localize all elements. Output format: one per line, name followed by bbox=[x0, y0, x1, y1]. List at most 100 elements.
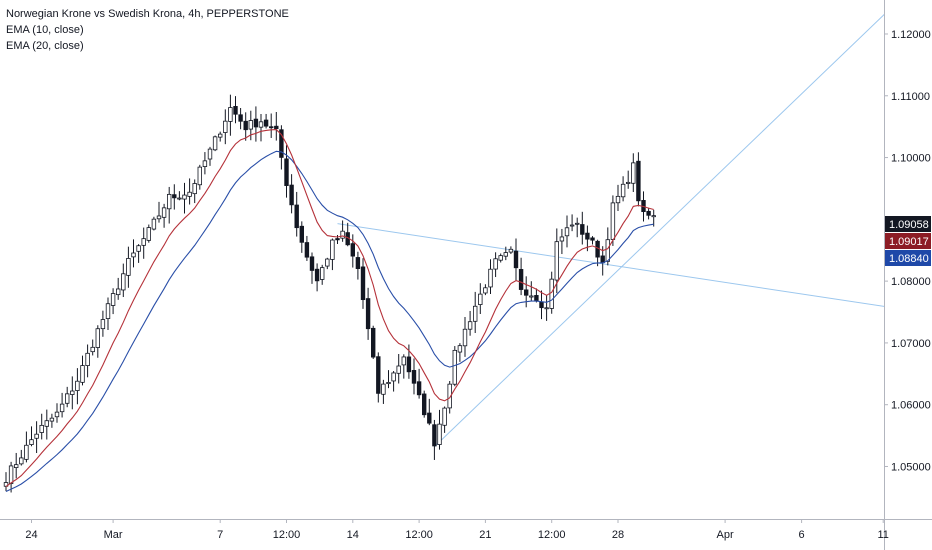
candle-24 bbox=[126, 246, 131, 288]
candle-body bbox=[121, 273, 126, 291]
candle-75 bbox=[386, 370, 391, 389]
candle-46 bbox=[238, 108, 243, 130]
candle-body bbox=[330, 239, 335, 260]
candle-body bbox=[172, 194, 177, 199]
candle-body bbox=[447, 383, 452, 409]
candle-47 bbox=[243, 112, 248, 141]
price-badge-label: 1.08840 bbox=[889, 253, 929, 265]
candle-35 bbox=[182, 182, 187, 214]
candle-body bbox=[65, 393, 70, 404]
time-axis[interactable]: 24 Mar 7 12:00 14 12:00 21 12:00 28 Apr 6 11 bbox=[0, 519, 932, 541]
candle-body bbox=[90, 346, 95, 353]
candle-52 bbox=[268, 113, 274, 138]
candle-69 bbox=[355, 251, 361, 280]
candle-63 bbox=[325, 257, 330, 270]
candle-body bbox=[503, 252, 508, 257]
candle-body bbox=[421, 393, 427, 416]
candle-body bbox=[615, 195, 621, 204]
candle-body bbox=[279, 129, 284, 158]
trendline-1[interactable] bbox=[434, 11, 888, 448]
candle-32 bbox=[166, 186, 172, 224]
candle-body bbox=[304, 242, 310, 258]
candle-22 bbox=[116, 277, 121, 300]
candle-body bbox=[29, 439, 34, 445]
candle-100 bbox=[513, 238, 519, 281]
candle-126 bbox=[646, 207, 651, 220]
candle-38 bbox=[197, 164, 202, 190]
candle-26 bbox=[136, 244, 141, 263]
candle-67 bbox=[345, 222, 350, 247]
candle-body bbox=[75, 380, 80, 391]
candle-9 bbox=[49, 413, 55, 428]
candle-64 bbox=[330, 238, 335, 271]
candle-57 bbox=[294, 191, 299, 237]
candle-71 bbox=[365, 287, 371, 340]
chart-legend: Norwegian Krone vs Swedish Krona, 4h, PE… bbox=[6, 6, 289, 54]
trendline-2[interactable] bbox=[337, 223, 889, 307]
candle-98 bbox=[503, 246, 508, 261]
candle-10 bbox=[54, 403, 60, 423]
candle-109 bbox=[559, 228, 565, 255]
candle-body bbox=[646, 210, 651, 216]
candle-82 bbox=[421, 390, 427, 418]
candle-body bbox=[49, 417, 55, 422]
price-tick-label: 1.08000 bbox=[891, 276, 931, 288]
candle-1 bbox=[8, 461, 14, 493]
candle-body bbox=[488, 268, 493, 288]
chart-title: Norwegian Krone vs Swedish Krona, 4h, PE… bbox=[6, 8, 289, 20]
candle-74 bbox=[381, 379, 386, 404]
price-badge-label: 1.09058 bbox=[889, 219, 929, 231]
candle-body bbox=[427, 412, 432, 424]
candle-76 bbox=[391, 370, 396, 392]
price-tick-label: 1.06000 bbox=[891, 400, 931, 412]
candle-body bbox=[508, 248, 514, 253]
candle-54 bbox=[279, 125, 284, 170]
candle-body bbox=[534, 295, 539, 302]
candle-body bbox=[274, 125, 279, 130]
candle-body bbox=[131, 252, 136, 258]
candle-84 bbox=[432, 419, 437, 460]
candle-body bbox=[243, 120, 248, 131]
candle-80 bbox=[411, 358, 417, 395]
candle-body bbox=[187, 191, 192, 197]
candle-34 bbox=[177, 191, 182, 201]
candle-36 bbox=[187, 178, 192, 205]
candle-body bbox=[610, 202, 616, 240]
candle-11 bbox=[59, 392, 65, 418]
candle-103 bbox=[529, 281, 534, 302]
candle-68 bbox=[350, 234, 355, 268]
candle-body bbox=[437, 423, 442, 445]
price-axis[interactable]: 1.120001.110001.100001.090001.080001.070… bbox=[884, 0, 931, 550]
plot-area bbox=[3, 11, 889, 493]
price-tick-label: 1.05000 bbox=[891, 461, 931, 473]
candle-66 bbox=[340, 220, 345, 242]
candle-121 bbox=[620, 176, 626, 202]
candle-body bbox=[248, 120, 253, 130]
candle-body bbox=[8, 465, 14, 484]
candle-body bbox=[253, 118, 259, 128]
candle-16 bbox=[85, 344, 90, 378]
candle-97 bbox=[498, 253, 503, 263]
candle-body bbox=[202, 160, 208, 167]
candle-31 bbox=[161, 203, 167, 228]
candle-127 bbox=[651, 209, 656, 227]
candle-90 bbox=[462, 317, 468, 357]
candle-118 bbox=[605, 227, 610, 266]
ema10-line bbox=[5, 129, 654, 488]
candle-78 bbox=[401, 354, 406, 379]
candle-body bbox=[228, 107, 233, 122]
candle-73 bbox=[376, 352, 381, 403]
candle-body bbox=[575, 222, 580, 225]
candle-body bbox=[524, 289, 529, 296]
candle-0 bbox=[3, 472, 9, 492]
candle-99 bbox=[508, 246, 514, 255]
candle-44 bbox=[228, 94, 233, 136]
candle-6 bbox=[34, 421, 39, 454]
candle-42 bbox=[217, 131, 223, 142]
candle-body bbox=[518, 269, 524, 290]
candle-body bbox=[631, 162, 636, 184]
candle-body bbox=[386, 382, 391, 385]
candle-37 bbox=[192, 179, 197, 204]
candle-body bbox=[116, 288, 121, 296]
